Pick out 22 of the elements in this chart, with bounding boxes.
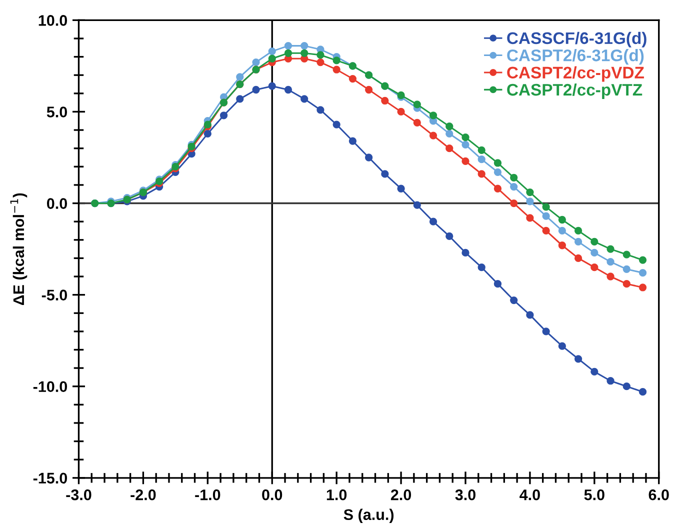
- y-axis-title: ΔE (kcal mol$^{−1}$): [10, 193, 28, 306]
- y-tick-label: -15.0: [33, 472, 68, 484]
- x-tick-label: 0.0: [262, 489, 282, 500]
- x-axis-title: S (a.u.): [344, 508, 394, 524]
- legend-label: CASPT2/6-31G(d): [507, 49, 644, 65]
- x-tick-label: 5.0: [584, 489, 604, 500]
- y-tick-label: 10.0: [38, 15, 68, 26]
- y-tick-label: -5.0: [42, 290, 68, 300]
- y-tick-label: -10.0: [33, 381, 68, 392]
- x-tick-label: 2.0: [390, 489, 412, 500]
- x-tick-label: 4.0: [520, 489, 540, 500]
- y-tick-label: 0.0: [47, 198, 68, 209]
- x-tick-label: 3.0: [455, 489, 476, 500]
- x-tick-label: 6.0: [648, 489, 669, 500]
- legend-label: CASPT2/cc-pVDZ: [507, 66, 644, 82]
- x-tick-label: -1.0: [195, 489, 220, 500]
- x-tick-label: 1.0: [326, 489, 347, 500]
- legend-label: CASSCF/6-31G(d): [507, 32, 646, 48]
- x-tick-label: -2.0: [130, 489, 156, 500]
- x-tick-label: -3.0: [66, 489, 92, 500]
- y-tick-label: 5.0: [46, 106, 68, 118]
- legend-label: CASPT2/cc-pVTZ: [507, 83, 642, 99]
